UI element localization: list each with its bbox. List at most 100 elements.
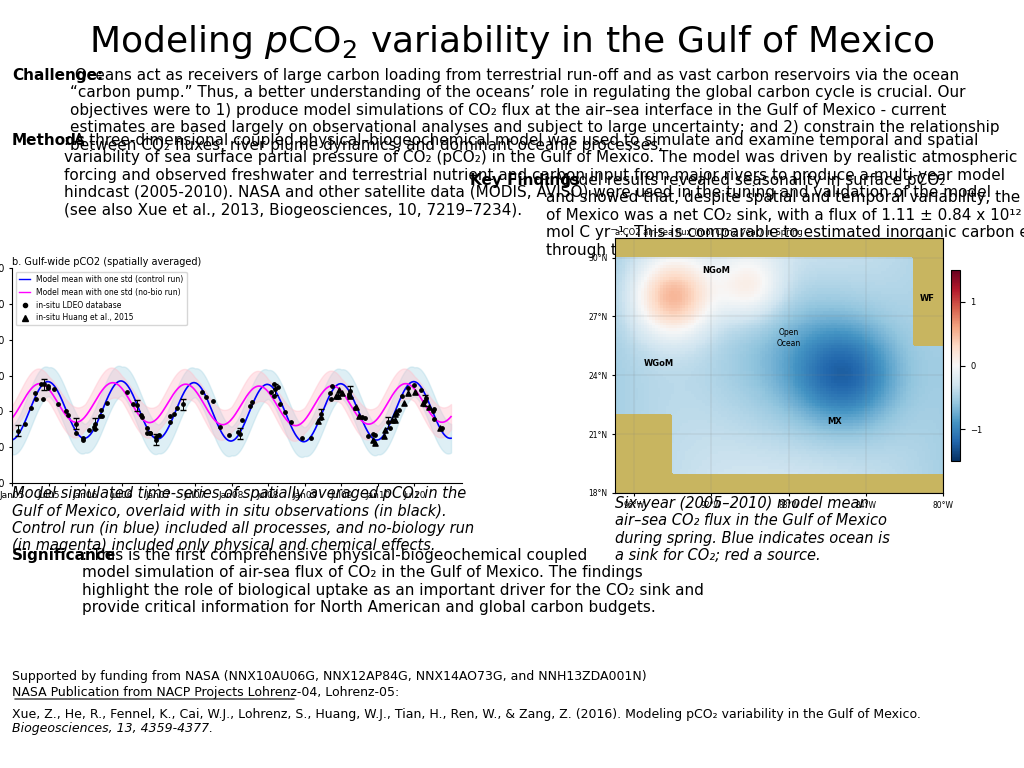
Point: [49, 398, 66, 410]
Point: [406, 379, 422, 392]
Point: [46, 383, 62, 396]
Point: [415, 396, 431, 409]
Point: [269, 380, 286, 392]
Text: Significance: Significance: [12, 548, 117, 563]
Point: [341, 388, 357, 400]
Point: [232, 428, 249, 440]
Point: [119, 386, 135, 398]
Point: [166, 409, 182, 421]
Point: [426, 413, 442, 425]
Point: [426, 402, 442, 415]
Point: [418, 392, 434, 405]
Point: [23, 402, 39, 414]
Point: [394, 389, 411, 402]
Point: [263, 386, 280, 398]
Point: [359, 429, 376, 442]
Point: [10, 425, 27, 437]
Point: [294, 432, 310, 444]
Point: [75, 434, 91, 446]
Point: [271, 398, 288, 410]
Point: [424, 406, 440, 418]
Point: [353, 411, 370, 423]
Point: [244, 396, 260, 409]
Point: [139, 427, 156, 439]
Point: [376, 430, 392, 442]
Text: Key Findings: Key Findings: [470, 173, 580, 188]
Point: [35, 393, 51, 406]
Text: Six-year (2005–2010) model mean
air–sea CO₂ flux in the Gulf of Mexico
during sp: Six-year (2005–2010) model mean air–sea …: [615, 496, 890, 563]
Point: [356, 412, 373, 424]
Point: [323, 387, 339, 399]
Point: [421, 401, 437, 413]
Point: [133, 411, 150, 423]
Point: [151, 429, 167, 441]
Point: [365, 434, 381, 446]
Text: a.CO2 air–sea flux (mol C/m2 year) in Spring: a.CO2 air–sea flux (mol C/m2 year) in Sp…: [615, 228, 803, 237]
Point: [340, 389, 356, 402]
Text: : A three-dimensional coupled physical–biogeochemical model was used to simulate: : A three-dimensional coupled physical–b…: [63, 133, 1018, 217]
Text: MX: MX: [827, 417, 842, 426]
Text: Supported by funding from NASA (NNX10AU06G, NNX12AP84G, NNX14AO73G, and NNH13ZDA: Supported by funding from NASA (NNX10AU0…: [12, 670, 646, 683]
Point: [27, 387, 43, 399]
Point: [347, 401, 364, 413]
Point: [313, 412, 330, 424]
Text: : This is the first comprehensive physical-biogeochemical coupled
model simulati: : This is the first comprehensive physic…: [82, 548, 703, 615]
Point: [387, 414, 403, 426]
Point: [387, 408, 403, 420]
Point: [417, 395, 433, 407]
Point: [99, 397, 116, 409]
Point: [390, 404, 407, 416]
Point: [266, 390, 283, 402]
Text: WF: WF: [920, 294, 935, 303]
Point: [93, 404, 110, 416]
Point: [328, 390, 344, 402]
Point: [309, 415, 326, 428]
Point: [162, 415, 178, 428]
Text: Model simulated time-series of spatially averaged pCO₂ in the
Gulf of Mexico, ov: Model simulated time-series of spatially…: [12, 486, 474, 553]
Point: [395, 396, 412, 409]
Point: [229, 426, 246, 439]
Point: [303, 432, 319, 445]
Text: WGoM: WGoM: [644, 359, 674, 368]
Point: [265, 378, 282, 390]
Point: [93, 410, 110, 422]
Point: [147, 433, 164, 445]
Point: [331, 384, 347, 396]
Point: [342, 390, 358, 402]
Point: [198, 391, 214, 403]
Point: [87, 423, 103, 435]
Point: [194, 386, 210, 399]
Point: [433, 422, 450, 434]
Point: [205, 395, 221, 407]
Point: [36, 378, 52, 390]
Point: [381, 422, 397, 435]
Point: [86, 420, 102, 432]
Point: [16, 419, 33, 431]
Point: [133, 409, 150, 421]
Point: [28, 392, 44, 405]
Point: [324, 380, 340, 392]
Point: [366, 429, 382, 441]
Point: [432, 422, 449, 434]
Point: [323, 392, 339, 405]
Point: [57, 406, 74, 418]
Point: [334, 386, 350, 399]
Point: [367, 429, 383, 441]
Point: [267, 383, 284, 396]
Point: [367, 437, 383, 449]
Point: [147, 431, 164, 443]
Point: [68, 418, 84, 430]
Text: b. Gulf-wide pCO2 (spatially averaged): b. Gulf-wide pCO2 (spatially averaged): [12, 257, 202, 267]
Point: [129, 399, 145, 412]
Text: NGoM: NGoM: [701, 266, 730, 275]
Point: [330, 390, 346, 402]
Point: [388, 406, 404, 418]
Point: [384, 414, 400, 426]
Point: [87, 418, 103, 430]
Point: [276, 406, 293, 418]
Point: [346, 402, 362, 414]
Point: [407, 386, 423, 398]
Text: Xue, Z., He, R., Fennel, K., Cai, W.J., Lohrenz, S., Huang, W.J., Tian, H., Ren,: Xue, Z., He, R., Fennel, K., Cai, W.J., …: [12, 708, 921, 721]
Text: Biogeosciences, 13, 4359-4377.: Biogeosciences, 13, 4359-4377.: [12, 722, 213, 735]
Text: Methods: Methods: [12, 133, 86, 148]
